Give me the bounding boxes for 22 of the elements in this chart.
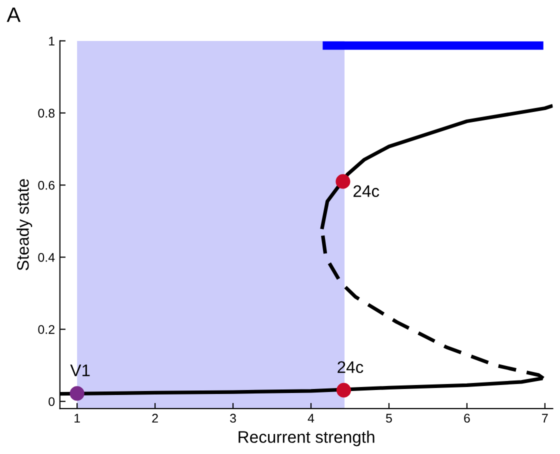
x-tick-label: 2	[152, 414, 158, 423]
x-axis-title: Recurrent strength	[238, 430, 374, 446]
x-tick-label: 3	[230, 414, 236, 423]
x-tick-label: 5	[386, 414, 392, 423]
point	[336, 382, 352, 398]
x-tick-label: 4	[308, 414, 314, 423]
y-tick-label: 1	[49, 36, 54, 46]
y-tick-label: 0.2	[38, 325, 54, 334]
x-tick-label: 7	[542, 414, 548, 423]
y-axis-title: Steady state	[16, 179, 32, 270]
y-tick-label: 0.6	[38, 180, 55, 190]
y-tick-label: 0	[48, 397, 55, 406]
text: A	[6, 8, 21, 22]
point	[70, 386, 84, 401]
point	[336, 174, 350, 189]
x-tick-label: 1	[74, 414, 80, 423]
annotation: V1	[70, 364, 90, 376]
annotation: 24c	[354, 185, 380, 198]
x-tick-label: 6	[464, 414, 470, 423]
y-tick-label: 0.4	[38, 252, 55, 262]
y-tick-label: 0.8	[38, 108, 55, 118]
annotation: 24c	[338, 361, 364, 374]
